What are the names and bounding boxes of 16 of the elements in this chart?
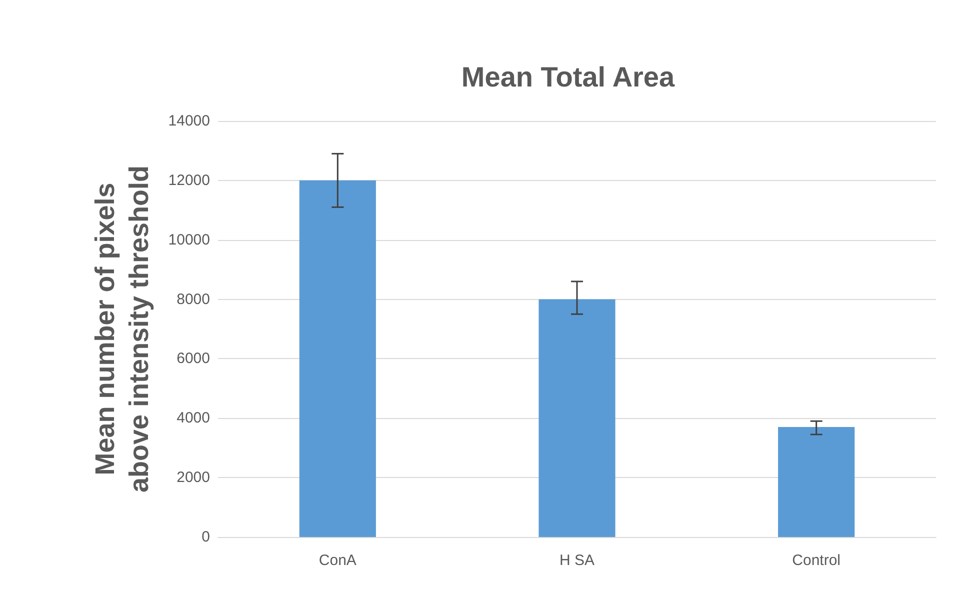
x-tick-label: Control <box>792 552 841 569</box>
x-tick-label: H SA <box>559 552 595 569</box>
y-tick-label: 2000 <box>176 469 210 486</box>
y-tick-label: 8000 <box>176 290 210 308</box>
y-tick-label: 10000 <box>168 231 210 248</box>
y-tick-label: 0 <box>202 528 210 546</box>
y-axis-title: Mean number of pixels above intensity threshold <box>90 165 154 493</box>
x-tick-label: ConA <box>318 552 356 569</box>
bar <box>538 299 616 537</box>
y-tick-label: 12000 <box>168 172 210 189</box>
y-tick-label: 14000 <box>168 112 210 130</box>
bar <box>299 180 376 537</box>
chart-title: Mean Total Area <box>461 62 675 92</box>
bar <box>778 427 855 537</box>
y-tick-label: 6000 <box>176 350 210 368</box>
y-tick-label: 4000 <box>176 410 210 427</box>
